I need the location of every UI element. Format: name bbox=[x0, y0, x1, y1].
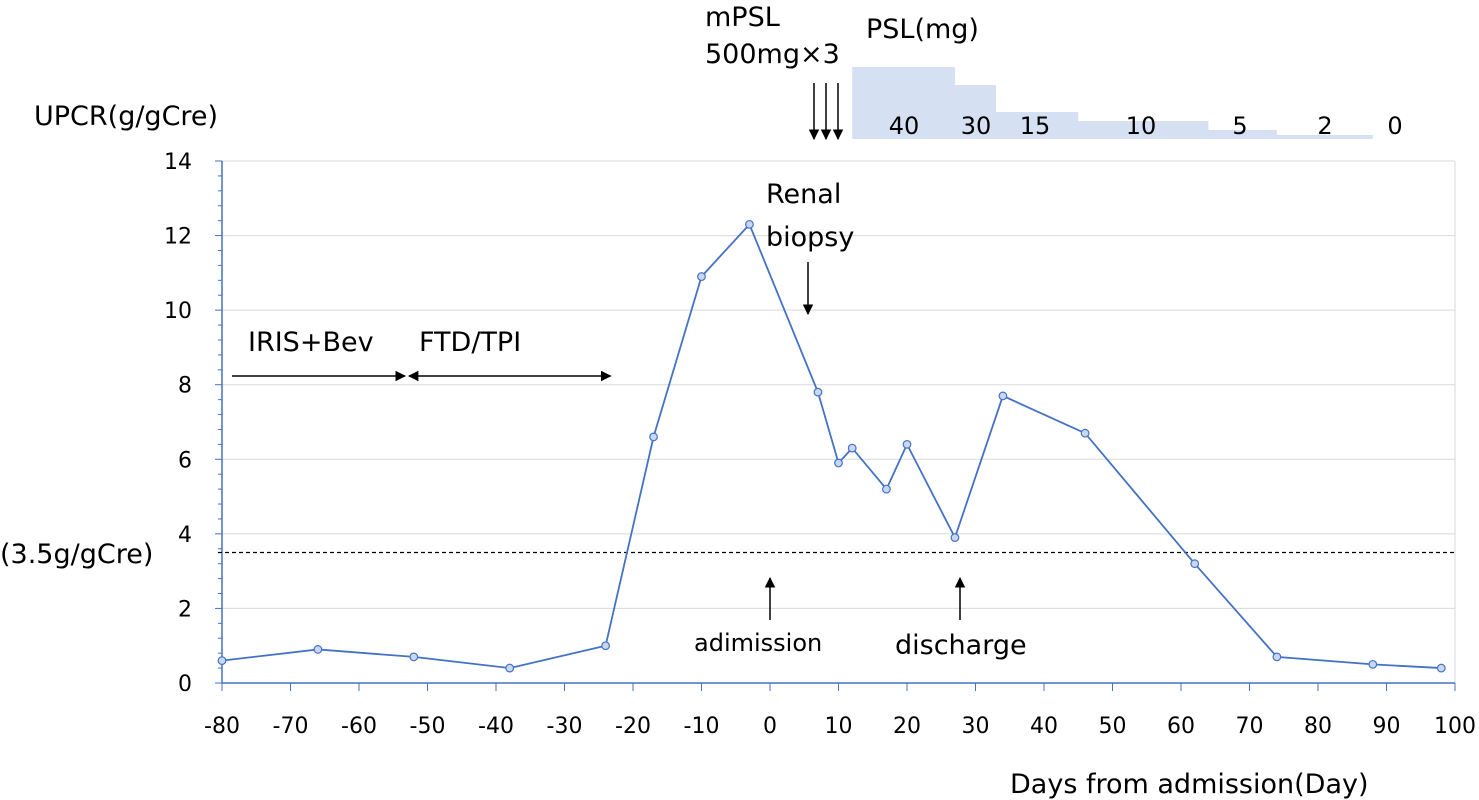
biopsy-label-line2: biopsy bbox=[766, 222, 854, 253]
psl-dose-label: 5 bbox=[1232, 112, 1247, 140]
upcr-point bbox=[217, 656, 227, 666]
psl-dose-label: 2 bbox=[1317, 112, 1332, 140]
upcr-point bbox=[409, 652, 419, 662]
upcr-point bbox=[813, 387, 823, 397]
upcr-point bbox=[505, 663, 515, 673]
annotations bbox=[218, 83, 1455, 620]
y-tick-label: 8 bbox=[178, 374, 192, 399]
x-tick-label: 30 bbox=[962, 714, 990, 739]
y-tick-label: 12 bbox=[164, 225, 192, 250]
mpsl-label-line1: mPSL bbox=[705, 2, 780, 33]
x-tick-label: 20 bbox=[893, 714, 921, 739]
x-tick-label: -70 bbox=[273, 714, 309, 739]
y-axis-title: UPCR(g/gCre) bbox=[34, 101, 218, 132]
x-tick-label: -30 bbox=[547, 714, 583, 739]
admission-label: adimission bbox=[694, 629, 822, 657]
psl-dose-label: 10 bbox=[1126, 112, 1157, 140]
upcr-point bbox=[882, 484, 891, 494]
x-tick-label: -80 bbox=[204, 714, 240, 739]
y-tick-label: 4 bbox=[178, 523, 192, 548]
x-tick-label: -10 bbox=[684, 714, 720, 739]
x-tick-label: -60 bbox=[341, 714, 377, 739]
upcr-point bbox=[1080, 428, 1090, 438]
x-tick-label: 70 bbox=[1236, 714, 1264, 739]
upcr-point bbox=[649, 432, 658, 442]
psl-dose-label: 40 bbox=[889, 112, 920, 140]
mpsl-label-line2: 500mg×3 bbox=[705, 39, 840, 70]
psl-dose-label: 15 bbox=[1020, 112, 1051, 140]
therapy1-label: IRIS+Bev bbox=[248, 327, 374, 358]
upcr-line bbox=[221, 222, 1442, 669]
upcr-point bbox=[998, 391, 1008, 401]
x-tick-label: -40 bbox=[478, 714, 514, 739]
y-tick-label: 6 bbox=[178, 448, 192, 473]
therapy2-label: FTD/TPI bbox=[419, 327, 521, 358]
upcr-point bbox=[1368, 659, 1378, 669]
threshold-label: (3.5g/gCre) bbox=[0, 539, 153, 570]
x-tick-label: -50 bbox=[410, 714, 446, 739]
x-tick-label: 90 bbox=[1373, 714, 1401, 739]
discharge-label: discharge bbox=[895, 630, 1027, 661]
biopsy-label-line1: Renal bbox=[766, 179, 841, 210]
x-tick-label: 0 bbox=[763, 714, 777, 739]
x-axis-title: Days from admission(Day) bbox=[1010, 769, 1369, 800]
upcr-point bbox=[313, 645, 323, 654]
psl-dose-label: 30 bbox=[961, 112, 992, 140]
x-tick-label: 50 bbox=[1099, 714, 1127, 739]
x-tick-label: 60 bbox=[1167, 714, 1195, 739]
x-tick-label: 40 bbox=[1030, 714, 1058, 739]
x-tick-label: 100 bbox=[1434, 714, 1476, 739]
x-tick-label: -20 bbox=[615, 714, 651, 739]
upcr-point bbox=[745, 219, 754, 229]
upcr-point bbox=[847, 443, 857, 453]
upcr-point bbox=[1436, 663, 1446, 673]
psl-steps: 40 30 15 10 5 2 0 bbox=[852, 67, 1442, 140]
upcr-point bbox=[697, 272, 706, 281]
upcr-point bbox=[1190, 559, 1200, 569]
psl-step-area bbox=[852, 67, 1442, 139]
upcr-point bbox=[834, 458, 843, 468]
y-tick-label: 0 bbox=[178, 672, 192, 697]
upcr-point bbox=[902, 439, 912, 449]
y-tick-label: 2 bbox=[178, 597, 192, 622]
y-tick-label: 10 bbox=[164, 299, 192, 324]
psl-label: PSL(mg) bbox=[866, 14, 979, 45]
x-tick-label: 10 bbox=[825, 714, 853, 739]
axes: 0 2 4 6 8 10 12 14 -80 -70 -60 -50 -40 -30 -20 -10 0 10 20… bbox=[164, 150, 1476, 739]
y-tick-label: 14 bbox=[164, 150, 192, 175]
series-upcr bbox=[217, 219, 1446, 673]
upcr-point bbox=[601, 641, 610, 651]
psl-dose-label: 0 bbox=[1387, 112, 1402, 140]
upcr-point bbox=[1272, 652, 1282, 662]
upcr-point bbox=[950, 533, 960, 542]
x-tick-label: 80 bbox=[1304, 714, 1332, 739]
